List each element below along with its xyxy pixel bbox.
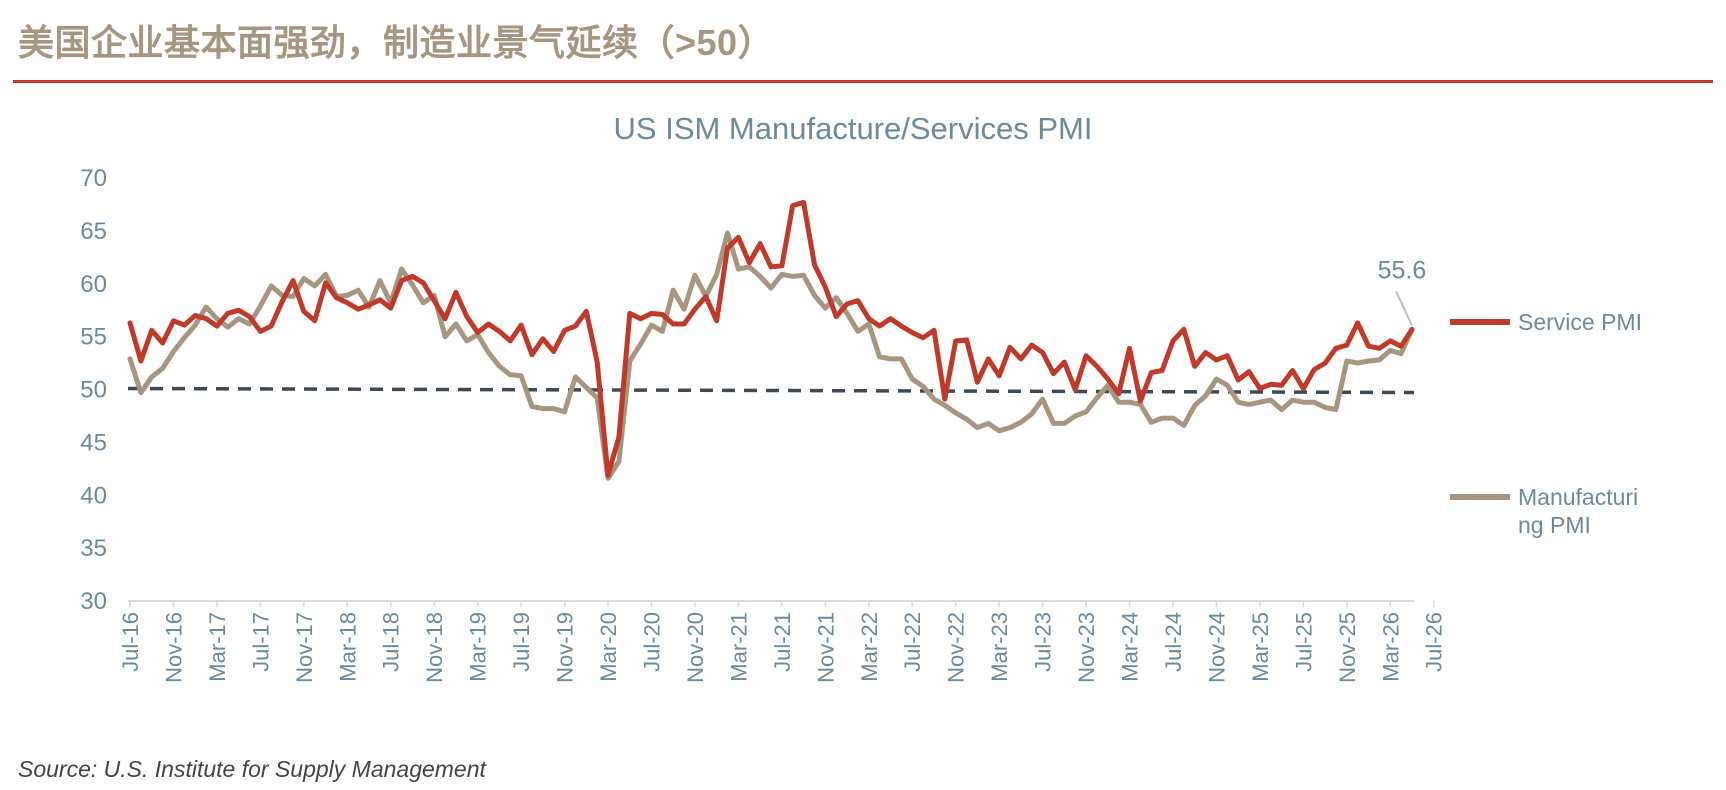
- service-pmi-line: [127, 199, 1415, 478]
- y-tick-label: 50: [80, 377, 107, 404]
- last-value-annotation: 55.6: [1378, 256, 1427, 326]
- title-rule: [13, 80, 1713, 83]
- legend-label-service: Service PMI: [1518, 309, 1642, 335]
- annotation-label: 55.6: [1378, 256, 1427, 284]
- x-tick-label: Jul-25: [1291, 612, 1316, 672]
- y-tick-label: 60: [80, 271, 107, 298]
- x-tick-label: Mar-22: [857, 612, 882, 682]
- x-tick-label: Nov-23: [1074, 612, 1099, 683]
- y-tick-label: 40: [80, 482, 107, 509]
- x-tick-label: Nov-24: [1204, 612, 1229, 683]
- x-tick-label: Jul-16: [118, 612, 143, 672]
- x-tick-label: Nov-19: [553, 612, 578, 683]
- x-tick-label: Nov-20: [683, 612, 708, 683]
- x-tick-label: Nov-25: [1335, 612, 1360, 683]
- x-tick-label: Nov-22: [944, 612, 969, 683]
- pmi-chart: US ISM Manufacture/Services PMI 30 35 40 45…: [0, 95, 1726, 725]
- x-tick-label: Mar-18: [335, 612, 360, 682]
- y-tick-label: 35: [80, 535, 107, 562]
- x-axis: Jul-16 Nov-16 Mar-17 Jul-17 Nov-17 Mar-18 Jul-…: [118, 600, 1447, 683]
- x-tick-label: Jul-21: [770, 612, 795, 672]
- y-axis: 30 35 40 45 50 55 60 65 70: [80, 165, 107, 615]
- x-tick-label: Jul-23: [1031, 612, 1056, 672]
- chart-svg: US ISM Manufacture/Services PMI 30 35 40 45…: [80, 111, 1642, 683]
- chart-title: US ISM Manufacture/Services PMI: [614, 111, 1093, 146]
- x-tick-label: Jul-24: [1161, 612, 1186, 672]
- x-tick-label: Jul-20: [639, 612, 664, 672]
- y-tick-label: 45: [80, 429, 107, 456]
- legend-label-manufacturing: Manufacturi ng PMI: [1518, 484, 1638, 538]
- y-tick-label: 70: [80, 165, 107, 192]
- annotation-leader: [1395, 290, 1413, 326]
- slide-title: 美国企业基本面强劲，制造业景气延续（>50）: [18, 22, 775, 63]
- x-tick-label: Nov-18: [422, 612, 447, 683]
- manufacturing-pmi-line: [127, 230, 1415, 481]
- x-tick-label: Nov-16: [161, 612, 186, 683]
- x-tick-label: Nov-21: [813, 612, 838, 683]
- x-tick-label: Mar-21: [726, 612, 751, 682]
- x-tick-label: Jul-18: [379, 612, 404, 672]
- x-tick-label: Jul-26: [1422, 612, 1447, 672]
- x-tick-label: Mar-20: [596, 612, 621, 682]
- threshold-line-50: [127, 386, 1415, 395]
- x-tick-label: Mar-26: [1378, 612, 1403, 682]
- y-tick-label: 30: [80, 588, 107, 615]
- x-tick-label: Mar-25: [1248, 612, 1273, 682]
- x-tick-label: Mar-19: [466, 612, 491, 682]
- y-tick-label: 65: [80, 218, 107, 245]
- legend: Service PMI Manufacturi ng PMI: [1450, 309, 1642, 538]
- y-tick-label: 55: [80, 324, 107, 351]
- x-tick-label: Jul-22: [900, 612, 925, 672]
- series-layer: [127, 199, 1415, 481]
- x-tick-label: Nov-17: [292, 612, 317, 683]
- x-tick-label: Mar-17: [205, 612, 230, 682]
- x-tick-label: Jul-19: [509, 612, 534, 672]
- x-tick-label: Mar-24: [1118, 612, 1143, 682]
- source-note: Source: U.S. Institute for Supply Manage…: [18, 756, 486, 782]
- x-tick-label: Jul-17: [248, 612, 273, 672]
- x-tick-label: Mar-23: [987, 612, 1012, 682]
